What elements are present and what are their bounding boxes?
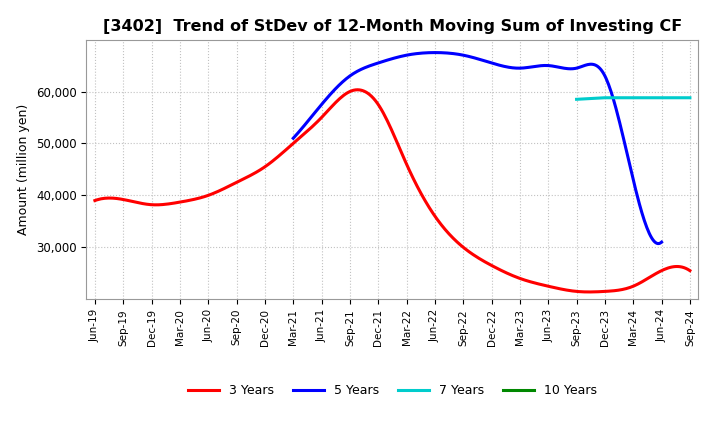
7 Years (600, 95, 609, 100)
7 Years (629, 95, 637, 100)
Line: 3 Years: 3 Years (95, 90, 690, 292)
Line: 7 Years: 7 Years (577, 98, 690, 99)
7 Years (657, 95, 666, 100)
5 Years (624, 156, 633, 161)
5 Years (600, 73, 609, 79)
7 Years (685, 95, 694, 100)
Line: 5 Years: 5 Years (293, 52, 662, 244)
5 Years (290, 134, 299, 139)
5 Years (510, 65, 518, 70)
3 Years (596, 289, 605, 294)
3 Years (447, 234, 456, 239)
3 Years (685, 268, 694, 273)
3 Years (584, 290, 593, 295)
5 Years (654, 241, 662, 246)
3 Years (456, 243, 465, 248)
5 Years (508, 65, 517, 70)
7 Years (572, 97, 581, 102)
Y-axis label: Amount (million yen): Amount (million yen) (17, 104, 30, 235)
5 Years (289, 136, 297, 141)
5 Years (516, 66, 524, 71)
5 Years (431, 50, 439, 55)
3 Years (93, 197, 102, 202)
3 Years (91, 198, 99, 203)
5 Years (657, 239, 666, 245)
3 Years (354, 87, 362, 92)
Title: [3402]  Trend of StDev of 12-Month Moving Sum of Investing CF: [3402] Trend of StDev of 12-Month Moving… (103, 19, 682, 34)
3 Years (634, 281, 642, 286)
Legend: 3 Years, 5 Years, 7 Years, 10 Years: 3 Years, 5 Years, 7 Years, 10 Years (183, 379, 602, 402)
3 Years (445, 231, 454, 237)
